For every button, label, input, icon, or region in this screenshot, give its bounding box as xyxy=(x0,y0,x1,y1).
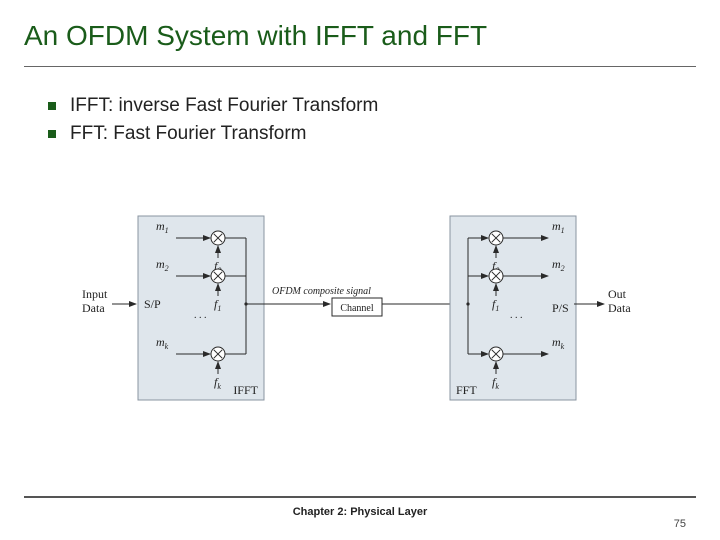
footer-text: Chapter 2: Physical Layer xyxy=(293,506,428,518)
svg-text:Data: Data xyxy=(608,301,631,315)
bullet-item: IFFT: inverse Fast Fourier Transform xyxy=(48,95,672,117)
svg-text:Channel: Channel xyxy=(340,303,374,314)
svg-text:IFFT: IFFT xyxy=(233,383,258,397)
svg-text:P/S: P/S xyxy=(552,301,569,315)
bullet-list: IFFT: inverse Fast Fourier Transform FFT… xyxy=(0,67,720,145)
bullet-text: FFT: Fast Fourier Transform xyxy=(70,123,306,145)
svg-text:OFDM composite signal: OFDM composite signal xyxy=(272,286,371,297)
bullet-icon xyxy=(48,130,56,138)
footer-bar: Chapter 2: Physical Layer xyxy=(24,496,696,518)
svg-text:. . .: . . . xyxy=(510,310,523,321)
svg-text:FFT: FFT xyxy=(456,383,477,397)
bullet-text: IFFT: inverse Fast Fourier Transform xyxy=(70,95,378,117)
bullet-item: FFT: Fast Fourier Transform xyxy=(48,123,672,145)
page-number: 75 xyxy=(674,518,686,530)
svg-text:. . .: . . . xyxy=(194,310,207,321)
bullet-icon xyxy=(48,102,56,110)
svg-text:S/P: S/P xyxy=(144,297,161,311)
svg-text:Input: Input xyxy=(82,287,108,301)
svg-text:Out: Out xyxy=(608,287,627,301)
slide-title: An OFDM System with IFFT and FFT xyxy=(24,20,696,52)
svg-text:Data: Data xyxy=(82,301,105,315)
ofdm-diagram: IFFTInputDataS/Pm1f0m2f1mkfk. . .OFDM co… xyxy=(78,198,636,418)
